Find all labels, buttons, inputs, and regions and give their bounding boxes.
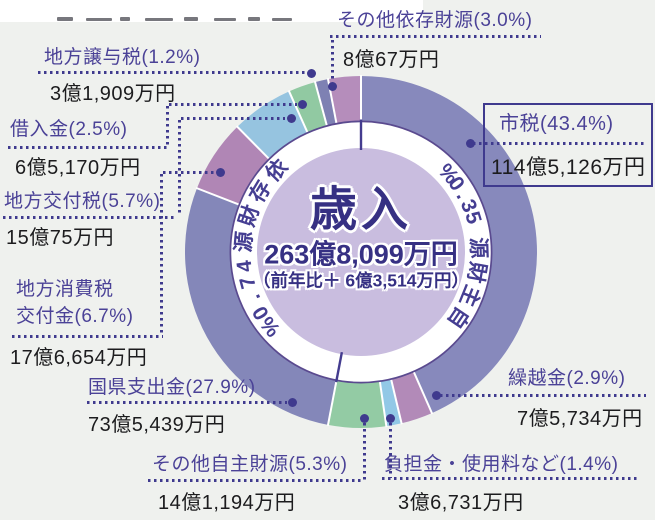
shizei-callout-box [483,103,653,187]
leader-line [181,117,285,120]
leader-dot [360,414,369,423]
value-shouhizei: 17億6,654万円 [10,347,148,369]
cropped-heading-strip [0,0,423,22]
leader-dot [466,139,475,148]
cropped-text-remnant [214,18,236,21]
donut-segment-7 [289,82,327,133]
leader-dot [298,100,307,109]
label-shouhizei-line1: 地方消費税 [16,279,114,300]
donut-segment-4 [184,188,337,425]
leader-dot [386,414,395,423]
leader-underline [148,479,361,482]
value-kariirekin: 6億5,170万円 [15,157,141,179]
label-shizei: 市税(43.4%) [499,113,614,135]
leader-line [331,40,334,82]
cropped-text-remnant [272,18,292,21]
leader-dot [288,398,297,407]
leader-underline [87,401,287,404]
leader-dot [216,168,225,177]
value-sonota-jishu: 14億1,194万円 [158,492,296,514]
value-shizei: 114億5,126万円 [491,156,646,179]
value-kokken: 73億5,439万円 [88,414,226,436]
label-shouhizei-line2: 交付金(6.7%) [16,306,134,327]
cropped-text-remnant [145,18,173,21]
ring-text-izon-pct: 7 [235,274,260,291]
leader-line [169,103,297,106]
segment-separator [412,370,434,415]
cropped-text-remnant [57,17,73,21]
leader-line [166,106,169,146]
leader-underline [440,394,646,397]
leader-line [363,423,366,480]
label-sonota-jishu: その他自主財源(5.3%) [152,454,348,475]
donut-segment-1 [391,371,432,424]
segment-separator [326,379,338,427]
label-futankin: 負担金・使用料など(1.4%) [384,454,619,475]
donut-segment-5 [196,126,269,205]
cropped-text-remnant [86,18,112,21]
leader-dot [432,391,441,400]
chart-center-yoy: （前年比＋ 6億3,514万円） [253,270,469,291]
leader-underline [38,71,308,74]
leader-line [163,171,216,174]
cropped-text-remnant [248,17,260,21]
donut-segment-8 [315,79,337,126]
leader-dot [287,114,296,123]
segment-separator [378,380,388,428]
leader-underline [8,146,169,149]
label-kokken: 国県支出金(27.9%) [88,377,256,398]
value-koufuzei: 15億75万円 [6,227,114,249]
segment-separator [287,90,309,135]
donut-segment-0 [361,76,538,414]
ring-text-jishu-zaigen: 財 [463,260,490,285]
label-kariirekin: 借入金(2.5%) [10,119,128,140]
label-koufuzei: 地方交付税(5.7%) [4,191,161,212]
leader-underline [3,216,175,219]
cropped-text-remnant [184,17,198,21]
leader-dot [307,69,316,78]
segment-separator [389,377,403,425]
leader-underline [382,477,640,480]
ring-text-izon-pct: 4 [233,259,257,274]
label-sonota-izon: その他依存財源(3.0%) [337,10,533,31]
leader-line [178,120,181,216]
leader-line [160,174,163,335]
ring-text-izon-zaigen: 源 [232,230,257,253]
label-jouyozei: 地方譲与税(1.2%) [44,47,201,68]
leader-underline [330,35,541,38]
segment-separator [195,186,241,207]
segment-separator [313,80,329,128]
ring-text-jishu-zaigen: 源 [466,237,490,259]
leader-line [389,423,392,478]
value-sonota-izon: 8億67万円 [343,49,440,71]
leader-underline [12,335,163,338]
chart-center-total: 263億8,099万円 [264,239,458,270]
chart-center-title: 歳入 [310,182,412,236]
donut-segment-3 [328,380,387,428]
leader-dot [328,82,337,91]
value-futankin: 3億6,731万円 [398,492,524,514]
value-jouyozei: 3億1,909万円 [50,83,176,105]
group-divider-line [334,351,344,383]
center-circle [257,148,465,356]
segment-separator [235,125,271,161]
value-kurikoshi: 7億5,734万円 [517,408,643,430]
cropped-text-remnant [120,17,130,21]
leader-underline [467,142,647,145]
label-kurikoshi: 繰越金(2.9%) [508,368,626,389]
